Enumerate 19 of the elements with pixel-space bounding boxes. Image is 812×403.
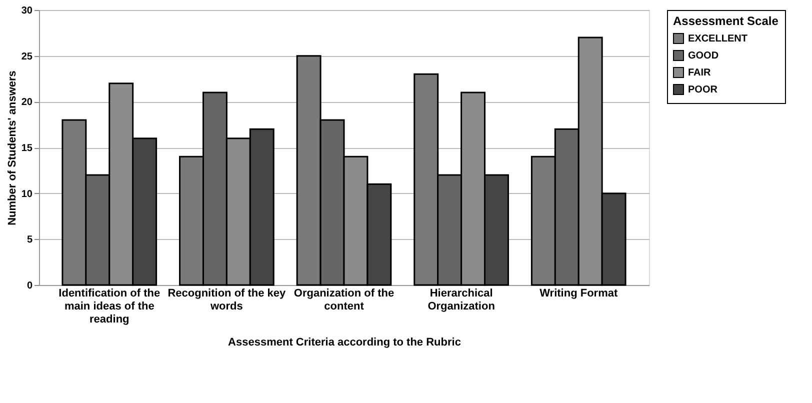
legend-label: FAIR [688,68,712,78]
legend-label: EXCELLENT [688,34,748,44]
y-tick-label: 10 [21,188,33,200]
legend-title: Assessment Scale [673,14,779,28]
legend-label: GOOD [688,50,719,62]
y-tick-label: 20 [21,97,33,108]
y-tick-label: 25 [21,51,33,62]
x-tick-label: Writing Format [540,288,618,300]
y-tick-label: 30 [21,6,33,16]
y-tick-label: 0 [26,280,33,292]
x-tick-label: Organization of the content [294,288,394,312]
legend-label: POOR [688,84,718,96]
x-tick-label: Identification of the main ideas of the reading [58,288,160,326]
x-tick-label: Recognition of the key words [168,288,287,312]
y-tick-label: 15 [21,143,33,154]
y-tick-label: 5 [26,234,33,246]
x-axis-title: Assessment Criteria according to the Rubric [228,336,461,348]
y-axis-title: Number of Students' answers [6,70,18,226]
x-tick-label: Hierarchical Organization [428,288,496,312]
